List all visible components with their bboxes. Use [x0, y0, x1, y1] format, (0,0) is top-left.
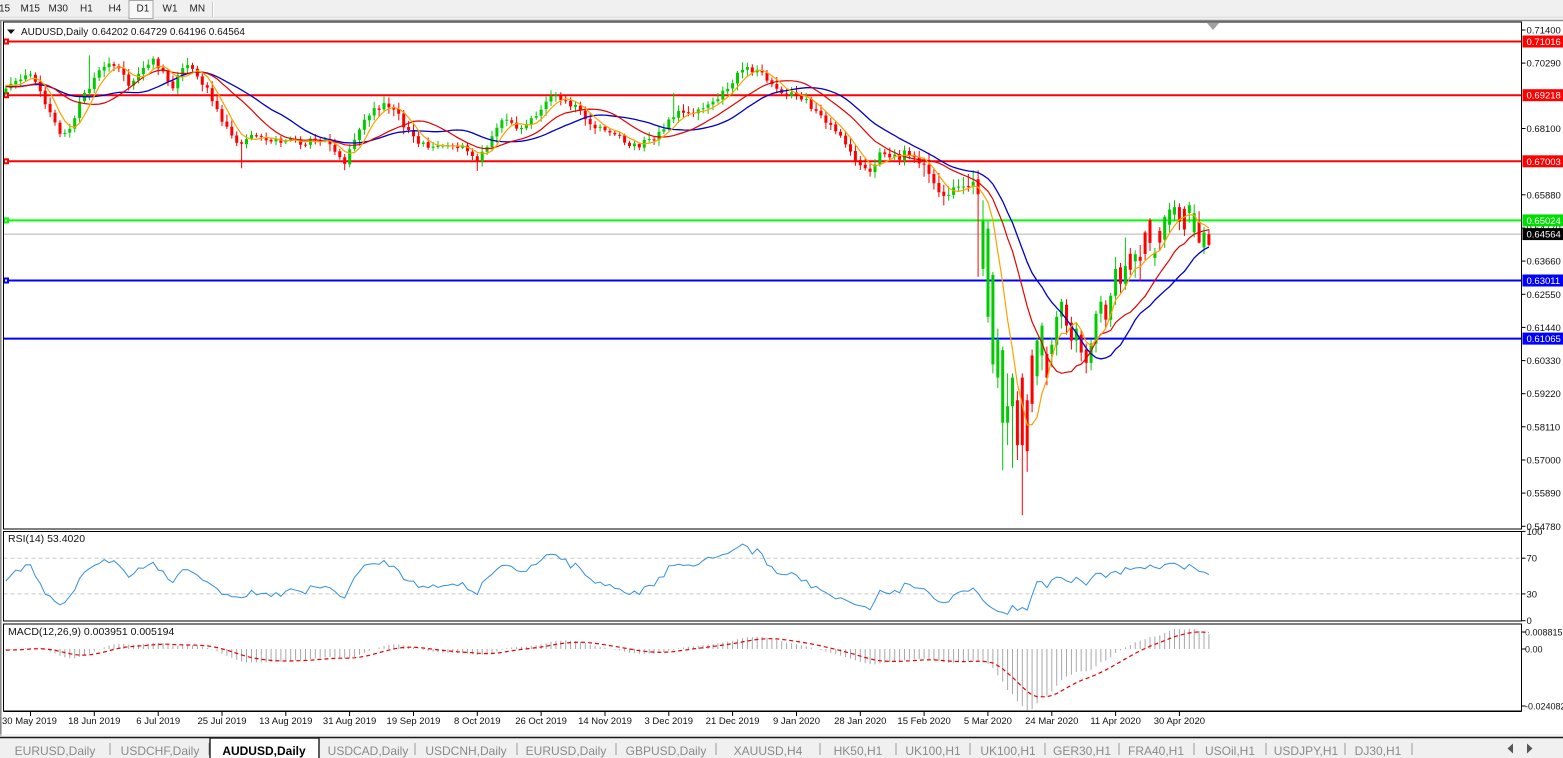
svg-text:0.61065: 0.61065 — [1527, 334, 1561, 345]
svg-text:UK100,H1: UK100,H1 — [905, 744, 961, 758]
svg-text:0.65880: 0.65880 — [1527, 190, 1561, 201]
svg-text:25 Jul 2019: 25 Jul 2019 — [197, 716, 246, 727]
svg-text:-0.024082: -0.024082 — [1525, 702, 1563, 712]
svg-text:21 Dec 2019: 21 Dec 2019 — [706, 716, 760, 727]
svg-text:USOil,H1: USOil,H1 — [1205, 744, 1255, 758]
svg-text:MACD(12,26,9) 0.003951 0.00519: MACD(12,26,9) 0.003951 0.005194 — [8, 626, 175, 638]
svg-text:0.71016: 0.71016 — [1527, 37, 1561, 48]
svg-text:0.61440: 0.61440 — [1527, 323, 1561, 334]
svg-text:0.63011: 0.63011 — [1527, 276, 1561, 287]
svg-text:HK50,H1: HK50,H1 — [834, 744, 883, 758]
svg-text:0.55890: 0.55890 — [1527, 489, 1561, 500]
svg-text:FRA40,H1: FRA40,H1 — [1128, 744, 1184, 758]
svg-text:0.71400: 0.71400 — [1527, 26, 1561, 37]
svg-text:0.58110: 0.58110 — [1527, 422, 1561, 433]
svg-text:18 Jun 2019: 18 Jun 2019 — [68, 716, 120, 727]
svg-text:0.70290: 0.70290 — [1527, 59, 1561, 70]
svg-text:USDJPY,H1: USDJPY,H1 — [1274, 744, 1339, 758]
svg-text:0.60330: 0.60330 — [1527, 356, 1561, 367]
svg-text:MN: MN — [190, 4, 206, 15]
svg-text:0.68100: 0.68100 — [1527, 124, 1561, 135]
svg-text:0.65024: 0.65024 — [1527, 216, 1561, 227]
svg-text:31 Aug 2019: 31 Aug 2019 — [323, 716, 376, 727]
svg-text:USDCNH,Daily: USDCNH,Daily — [425, 744, 506, 758]
svg-text:30: 30 — [1527, 589, 1538, 600]
svg-text:3 Dec 2019: 3 Dec 2019 — [645, 716, 694, 727]
svg-text:0.59220: 0.59220 — [1527, 389, 1561, 400]
svg-text:14 Nov 2019: 14 Nov 2019 — [578, 716, 632, 727]
svg-text:GER30,H1: GER30,H1 — [1053, 744, 1111, 758]
svg-text:11 Apr 2020: 11 Apr 2020 — [1090, 716, 1141, 727]
svg-text:XAUUSD,H4: XAUUSD,H4 — [734, 744, 803, 758]
svg-text:6 Jul 2019: 6 Jul 2019 — [136, 716, 180, 727]
svg-text:5 Mar 2020: 5 Mar 2020 — [964, 716, 1012, 727]
svg-text:0.00: 0.00 — [1525, 645, 1543, 655]
svg-text:USDCHF,Daily: USDCHF,Daily — [121, 744, 200, 758]
svg-text:0.64564: 0.64564 — [1527, 230, 1561, 241]
svg-text:0.64202 0.64729 0.64196 0.6456: 0.64202 0.64729 0.64196 0.64564 — [92, 27, 245, 38]
svg-text:0.54780: 0.54780 — [1527, 522, 1561, 533]
svg-text:UK100,H1: UK100,H1 — [980, 744, 1036, 758]
svg-text:0: 0 — [1527, 616, 1532, 627]
svg-text:RSI(14) 53.4020: RSI(14) 53.4020 — [8, 533, 85, 545]
svg-text:15: 15 — [0, 4, 11, 15]
svg-text:70: 70 — [1527, 554, 1538, 565]
svg-text:0.69218: 0.69218 — [1527, 91, 1561, 102]
svg-text:26 Oct 2019: 26 Oct 2019 — [515, 716, 567, 727]
svg-text:9 Jan 2020: 9 Jan 2020 — [773, 716, 820, 727]
svg-text:H1: H1 — [80, 4, 93, 15]
svg-text:100: 100 — [1527, 527, 1543, 538]
svg-text:M30: M30 — [49, 4, 69, 15]
svg-text:15 Feb 2020: 15 Feb 2020 — [897, 716, 950, 727]
svg-text:0.63660: 0.63660 — [1527, 257, 1561, 268]
svg-text:USDCAD,Daily: USDCAD,Daily — [328, 744, 409, 758]
svg-text:GBPUSD,Daily: GBPUSD,Daily — [626, 744, 707, 758]
svg-text:0.008815: 0.008815 — [1525, 628, 1563, 638]
svg-text:AUDUSD,Daily: AUDUSD,Daily — [222, 744, 306, 758]
svg-text:30 May 2019: 30 May 2019 — [2, 716, 57, 727]
svg-text:28 Jan 2020: 28 Jan 2020 — [834, 716, 886, 727]
svg-text:DJ30,H1: DJ30,H1 — [1355, 744, 1402, 758]
svg-text:13 Aug 2019: 13 Aug 2019 — [259, 716, 312, 727]
svg-text:H4: H4 — [109, 4, 122, 15]
svg-text:24 Mar 2020: 24 Mar 2020 — [1025, 716, 1078, 727]
svg-text:0.67003: 0.67003 — [1527, 157, 1561, 168]
svg-text:M15: M15 — [21, 4, 41, 15]
svg-text:0.57000: 0.57000 — [1527, 456, 1561, 467]
svg-text:W1: W1 — [163, 4, 178, 15]
svg-text:EURUSD,Daily: EURUSD,Daily — [15, 744, 96, 758]
svg-text:19 Sep 2019: 19 Sep 2019 — [387, 716, 441, 727]
svg-text:D1: D1 — [137, 4, 150, 15]
svg-text:AUDUSD,Daily: AUDUSD,Daily — [21, 27, 88, 38]
svg-text:0.62550: 0.62550 — [1527, 290, 1561, 301]
svg-text:30 Apr 2020: 30 Apr 2020 — [1154, 716, 1205, 727]
svg-text:8 Oct 2019: 8 Oct 2019 — [454, 716, 500, 727]
svg-text:EURUSD,Daily: EURUSD,Daily — [526, 744, 607, 758]
